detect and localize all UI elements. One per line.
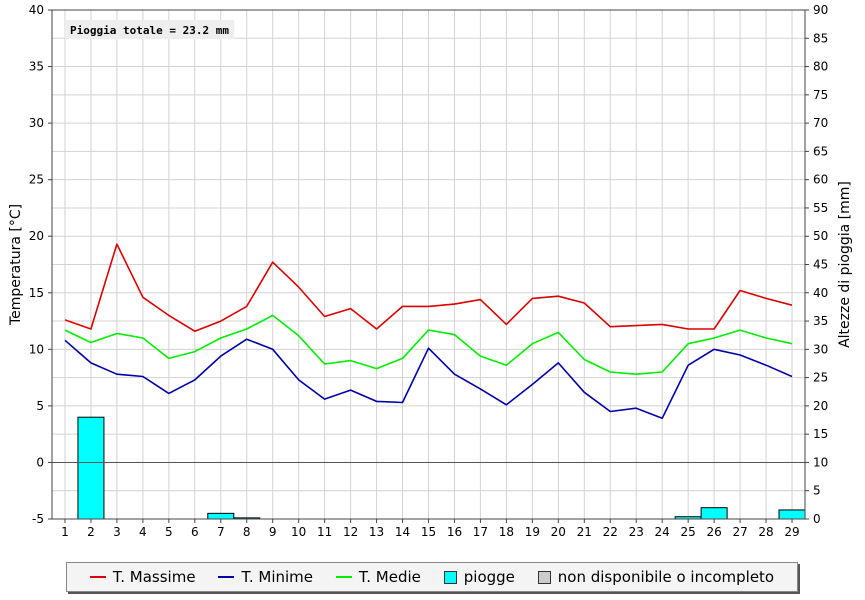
x-tick-label: 24 bbox=[655, 525, 670, 539]
y-left-tick-label: 25 bbox=[29, 173, 44, 187]
rain-total-annotation: Pioggia totale = 23.2 mm bbox=[70, 24, 229, 37]
x-tick-label: 7 bbox=[217, 525, 225, 539]
y-left-tick-label: 10 bbox=[29, 342, 44, 356]
legend-rain-label: piogge bbox=[463, 568, 515, 586]
y-left-tick-label: -5 bbox=[32, 512, 44, 526]
y-right-tick-label: 75 bbox=[813, 88, 828, 102]
x-tick-label: 27 bbox=[732, 525, 747, 539]
x-tick-label: 25 bbox=[681, 525, 696, 539]
x-tick-label: 1 bbox=[61, 525, 69, 539]
x-tick-label: 15 bbox=[421, 525, 436, 539]
legend-na-label: non disponibile o incompleto bbox=[557, 568, 775, 586]
x-tick-label: 11 bbox=[317, 525, 332, 539]
y-right-tick-label: 60 bbox=[813, 173, 828, 187]
legend-max-swatch bbox=[89, 576, 106, 578]
y-right-tick-label: 30 bbox=[813, 342, 828, 356]
x-tick-label: 3 bbox=[113, 525, 121, 539]
legend-mean-swatch bbox=[335, 576, 352, 578]
x-tick-label: 17 bbox=[473, 525, 488, 539]
y-right-tick-labels: 0 5 10 15 20 25 30 35 40 45 50 55 60 65 70 75 80 85 90 bbox=[805, 3, 828, 526]
y-right-tick-label: 85 bbox=[813, 31, 828, 45]
legend-item-mean: T. Medie bbox=[335, 568, 421, 586]
y-right-tick-label: 25 bbox=[813, 371, 828, 385]
y-right-axis-title: Altezze di pioggia [mm] bbox=[837, 181, 853, 348]
rain-bar bbox=[207, 512, 235, 520]
x-tick-label: 6 bbox=[191, 525, 199, 539]
legend-mean-label: T. Medie bbox=[358, 568, 421, 586]
y-left-tick-label: 0 bbox=[36, 455, 44, 469]
series-line-max bbox=[64, 243, 793, 333]
x-tick-label: 19 bbox=[525, 525, 540, 539]
y-right-tick-label: 10 bbox=[813, 455, 828, 469]
x-tick-label: 8 bbox=[243, 525, 251, 539]
rain-bar bbox=[77, 416, 105, 520]
series-line-min bbox=[64, 338, 793, 420]
x-tick-label: 21 bbox=[577, 525, 592, 539]
y-right-tick-label: 55 bbox=[813, 201, 828, 215]
y-right-tick-label: 70 bbox=[813, 116, 828, 130]
legend: T. Massime T. Minime T. Medie piogge non… bbox=[66, 562, 798, 592]
legend-item-min: T. Minime bbox=[218, 568, 313, 586]
y-left-tick-label: 5 bbox=[36, 399, 44, 413]
x-tick-label: 14 bbox=[395, 525, 410, 539]
y-right-tick-label: 40 bbox=[813, 286, 828, 300]
x-tick-label: 5 bbox=[165, 525, 173, 539]
x-tick-label: 4 bbox=[139, 525, 147, 539]
x-tick-label: 18 bbox=[499, 525, 514, 539]
y-right-tick-label: 65 bbox=[813, 144, 828, 158]
y-right-tick-label: 5 bbox=[813, 484, 821, 498]
x-tick-labels: 1 2 3 4 5 6 7 8 9 10 11 12 13 14 15 16 17 18 19 20 21 22 23 24 2… bbox=[61, 519, 800, 539]
y-left-tick-label: 35 bbox=[29, 60, 44, 74]
x-tick-label: 22 bbox=[603, 525, 618, 539]
x-tick-label: 2 bbox=[87, 525, 95, 539]
x-tick-label: 29 bbox=[784, 525, 799, 539]
y-left-tick-label: 15 bbox=[29, 286, 44, 300]
legend-max-label: T. Massime bbox=[112, 568, 196, 586]
legend-item-max: T. Massime bbox=[89, 568, 196, 586]
y-right-tick-label: 80 bbox=[813, 60, 828, 74]
legend-rain-swatch bbox=[443, 570, 457, 584]
x-tick-label: 10 bbox=[291, 525, 306, 539]
x-tick-label: 13 bbox=[369, 525, 384, 539]
legend-item-rain: piogge bbox=[443, 568, 515, 586]
y-left-axis-title: Temperatura [°C] bbox=[8, 204, 24, 326]
y-right-tick-label: 20 bbox=[813, 399, 828, 413]
x-tick-label: 9 bbox=[269, 525, 277, 539]
y-left-tick-label: 30 bbox=[29, 116, 44, 130]
x-tick-label: 20 bbox=[551, 525, 566, 539]
legend-na-swatch bbox=[537, 570, 551, 584]
x-tick-label: 28 bbox=[758, 525, 773, 539]
y-right-tick-label: 0 bbox=[813, 512, 821, 526]
legend-min-label: T. Minime bbox=[241, 568, 313, 586]
y-right-tick-label: 45 bbox=[813, 258, 828, 272]
rain-bar bbox=[778, 509, 806, 520]
legend-item-na: non disponibile o incompleto bbox=[537, 568, 775, 586]
y-right-tick-label: 50 bbox=[813, 229, 828, 243]
x-tick-label: 12 bbox=[343, 525, 358, 539]
x-tick-label: 23 bbox=[629, 525, 644, 539]
rain-bar bbox=[700, 507, 728, 520]
chart-svg: 1 2 3 4 5 6 7 8 9 10 11 12 13 14 15 16 17 18 19 20 21 22 23 24 2… bbox=[8, 3, 853, 539]
series-line-mean bbox=[64, 314, 793, 376]
y-right-tick-label: 90 bbox=[813, 3, 828, 17]
x-tick-label: 16 bbox=[447, 525, 462, 539]
y-right-tick-label: 35 bbox=[813, 314, 828, 328]
rain-total-box bbox=[65, 20, 235, 39]
y-left-tick-label: 40 bbox=[29, 3, 44, 17]
y-left-tick-label: 20 bbox=[29, 229, 44, 243]
y-left-tick-labels: -5 0 5 10 15 20 25 30 35 40 bbox=[29, 3, 52, 526]
x-tick-label: 26 bbox=[706, 525, 721, 539]
temperature-lines bbox=[64, 243, 793, 420]
y-right-tick-label: 15 bbox=[813, 427, 828, 441]
legend-min-swatch bbox=[218, 576, 235, 578]
